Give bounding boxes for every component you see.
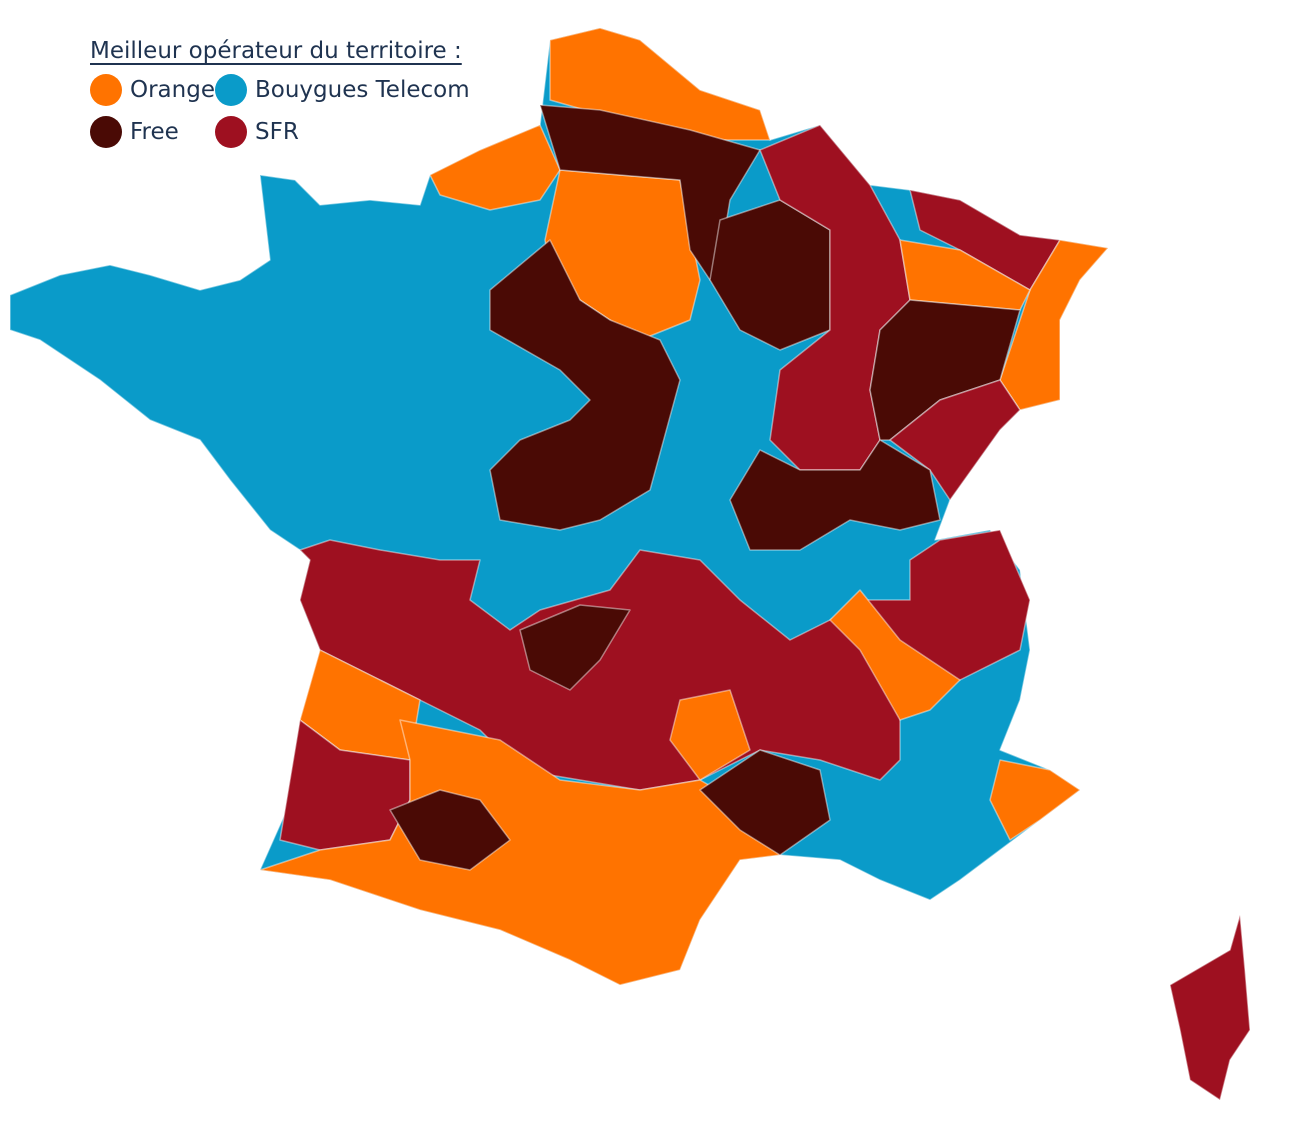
legend-label: Bouygues Telecom [255, 77, 470, 103]
legend-item: Free [90, 116, 215, 148]
legend-item: SFR [215, 116, 475, 148]
territory [989, 759, 1081, 841]
territory [429, 124, 561, 211]
legend-label: Orange [130, 77, 215, 103]
legend-swatch [90, 116, 122, 148]
legend-swatch [215, 74, 247, 106]
legend-item: Orange [90, 74, 215, 106]
territory [519, 604, 631, 691]
legend-title: Meilleur opérateur du territoire : [90, 38, 462, 64]
regions [9, 27, 1251, 1101]
territory [259, 719, 781, 986]
territory [699, 749, 831, 856]
territory [729, 439, 941, 551]
territory [899, 239, 1031, 311]
legend-label: SFR [255, 119, 299, 145]
legend-swatch [215, 116, 247, 148]
territory [889, 379, 1021, 501]
legend-item: Bouygues Telecom [215, 74, 475, 106]
legend-swatch [90, 74, 122, 106]
legend: Meilleur opérateur du territoire : Orang… [90, 38, 475, 148]
territory [299, 529, 1031, 791]
territory [489, 239, 681, 531]
territory [1169, 914, 1251, 1101]
territory [999, 239, 1109, 411]
territory [389, 789, 511, 871]
legend-label: Free [130, 119, 179, 145]
legend-items: Orange Bouygues Telecom Free SFR [90, 74, 475, 148]
territory [669, 689, 751, 781]
territory [829, 589, 961, 721]
